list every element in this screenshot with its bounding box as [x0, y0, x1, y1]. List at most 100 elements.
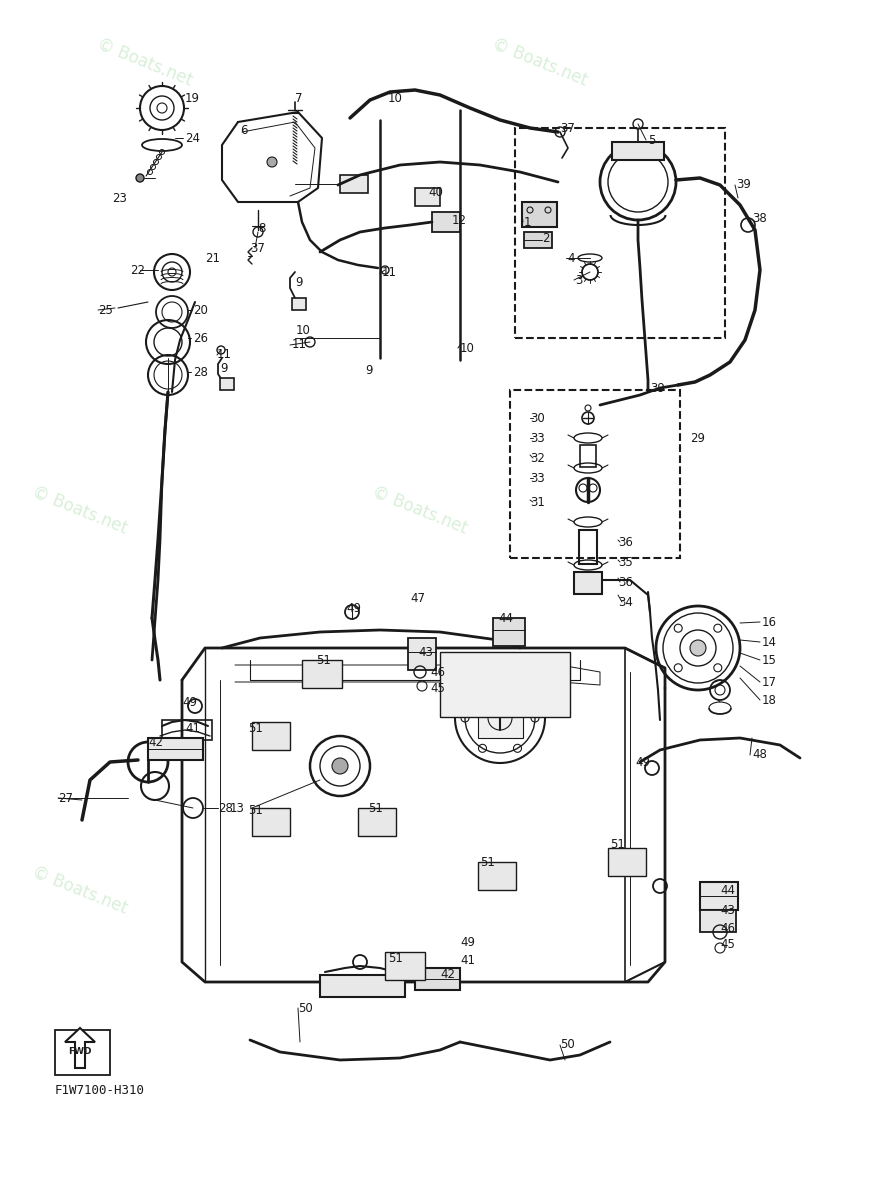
Circle shape — [136, 174, 144, 182]
Bar — [580, 445, 596, 467]
Bar — [162, 720, 212, 740]
Text: 46: 46 — [720, 922, 735, 935]
Text: 51: 51 — [248, 804, 263, 816]
Bar — [524, 232, 552, 248]
Text: 36: 36 — [618, 535, 633, 548]
Bar — [415, 188, 440, 206]
Text: 41: 41 — [460, 954, 475, 966]
Bar — [432, 212, 460, 232]
Bar — [302, 660, 342, 688]
Bar — [358, 808, 396, 836]
Text: 7: 7 — [295, 91, 302, 104]
Text: 3: 3 — [575, 274, 582, 287]
Text: 17: 17 — [762, 676, 777, 689]
Text: 43: 43 — [720, 904, 735, 917]
Text: F1W7100-H310: F1W7100-H310 — [55, 1084, 145, 1097]
Bar — [700, 910, 736, 932]
Text: 9: 9 — [365, 364, 373, 377]
Text: 4: 4 — [567, 252, 574, 264]
Text: 51: 51 — [316, 654, 331, 666]
Text: 29: 29 — [690, 432, 705, 444]
Text: 16: 16 — [762, 616, 777, 629]
Text: 37: 37 — [250, 241, 265, 254]
Text: 12: 12 — [452, 214, 467, 227]
Text: 49: 49 — [346, 601, 361, 614]
Bar — [612, 142, 664, 160]
Text: 50: 50 — [298, 1002, 313, 1014]
Text: 45: 45 — [720, 938, 735, 952]
Text: 35: 35 — [618, 556, 633, 569]
Text: 22: 22 — [130, 264, 145, 276]
Bar — [55, 1030, 110, 1075]
Bar — [252, 722, 290, 750]
Text: 43: 43 — [418, 646, 433, 659]
Bar — [493, 618, 525, 646]
Text: 46: 46 — [430, 666, 445, 678]
Text: 42: 42 — [440, 968, 455, 982]
Text: 45: 45 — [430, 682, 445, 695]
Text: 44: 44 — [720, 883, 735, 896]
Bar — [510, 390, 680, 558]
Text: 51: 51 — [388, 952, 403, 965]
Text: 19: 19 — [185, 91, 200, 104]
Text: FWD: FWD — [69, 1048, 92, 1056]
Text: 10: 10 — [460, 342, 474, 354]
Text: 11: 11 — [292, 338, 307, 352]
Circle shape — [690, 640, 706, 656]
Text: 10: 10 — [388, 91, 403, 104]
Text: 30: 30 — [530, 412, 545, 425]
Bar — [385, 952, 425, 980]
Bar — [608, 848, 646, 876]
Bar — [579, 530, 597, 564]
Text: 9: 9 — [220, 361, 228, 374]
Text: 1: 1 — [524, 216, 532, 228]
Text: 37: 37 — [560, 121, 575, 134]
Text: 39: 39 — [736, 179, 751, 192]
Text: © Boats.net: © Boats.net — [95, 35, 196, 89]
Text: 49: 49 — [182, 696, 197, 708]
Text: 40: 40 — [428, 186, 443, 198]
Text: 41: 41 — [185, 721, 200, 734]
Text: 2: 2 — [542, 232, 549, 245]
Bar — [415, 968, 460, 990]
Text: 13: 13 — [230, 802, 245, 815]
Bar — [408, 638, 436, 670]
Bar — [220, 378, 234, 390]
Text: 36: 36 — [618, 576, 633, 588]
Text: 27: 27 — [58, 792, 73, 804]
Text: 26: 26 — [193, 331, 208, 344]
Text: 28: 28 — [218, 802, 233, 815]
Text: 44: 44 — [498, 612, 513, 624]
Bar — [574, 572, 602, 594]
Bar — [148, 738, 203, 760]
Text: 25: 25 — [98, 304, 113, 317]
Bar — [515, 128, 725, 338]
Text: 11: 11 — [382, 266, 397, 280]
Text: 50: 50 — [560, 1038, 574, 1051]
Text: 11: 11 — [217, 348, 232, 361]
Bar — [478, 862, 516, 890]
Circle shape — [332, 758, 348, 774]
Text: 21: 21 — [205, 252, 220, 264]
Text: © Boats.net: © Boats.net — [30, 863, 130, 917]
Bar — [252, 808, 290, 836]
Text: 39: 39 — [650, 382, 665, 395]
Text: 51: 51 — [610, 839, 625, 852]
Text: 32: 32 — [530, 451, 545, 464]
Circle shape — [267, 157, 277, 167]
Text: 14: 14 — [762, 636, 777, 648]
Text: 33: 33 — [530, 432, 545, 444]
Bar — [292, 298, 306, 310]
Text: 23: 23 — [112, 192, 127, 204]
Text: 42: 42 — [148, 736, 163, 749]
Text: 20: 20 — [193, 304, 208, 317]
Text: 38: 38 — [752, 211, 766, 224]
Text: 47: 47 — [410, 592, 425, 605]
Text: 18: 18 — [762, 694, 777, 707]
Bar — [700, 882, 738, 910]
Text: © Boats.net: © Boats.net — [490, 35, 591, 89]
Text: 5: 5 — [648, 133, 655, 146]
Text: 31: 31 — [530, 496, 545, 509]
Polygon shape — [65, 1028, 95, 1068]
Text: © Boats.net: © Boats.net — [370, 482, 470, 538]
